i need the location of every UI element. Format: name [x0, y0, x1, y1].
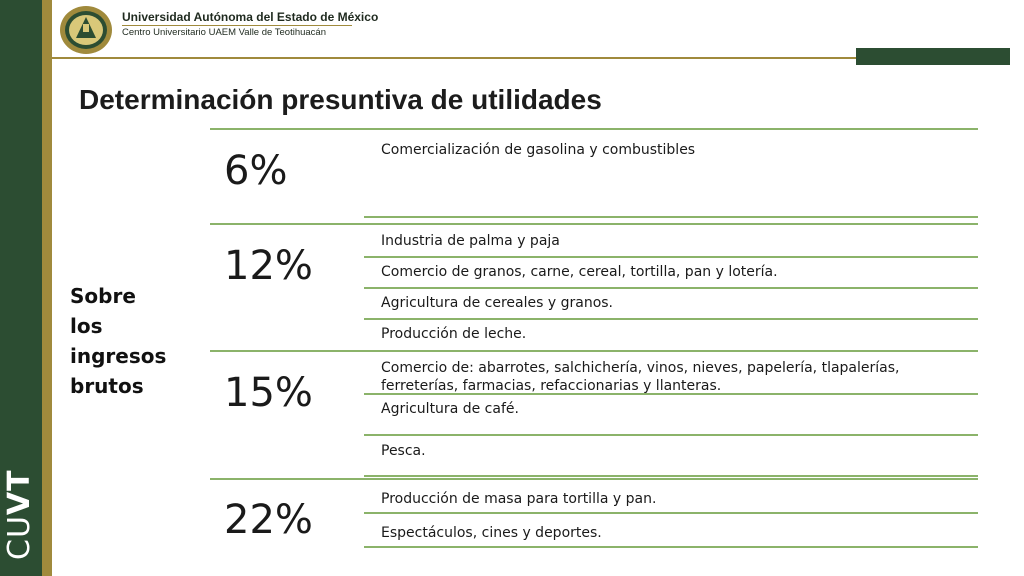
- percent-15: 15%: [224, 370, 313, 416]
- group-divider: [210, 223, 978, 225]
- university-seal-icon: [60, 6, 112, 54]
- sidebar-accent: [42, 0, 52, 576]
- list-item: Comercio de granos, carne, cereal, torti…: [381, 264, 778, 280]
- sidebar-logo-text: CUVT: [2, 469, 37, 560]
- item-divider: [364, 512, 978, 514]
- percent-12: 12%: [224, 243, 313, 289]
- list-item: Industria de palma y paja: [381, 233, 560, 249]
- side-label-line: brutos: [70, 374, 144, 398]
- percent-22: 22%: [224, 497, 313, 543]
- header-divider: [122, 25, 352, 26]
- header-gold-line: [52, 57, 856, 59]
- percent-6: 6%: [224, 148, 288, 194]
- sidebar-text-regular: CU: [2, 515, 37, 560]
- sidebar-text-bold: VT: [2, 469, 37, 516]
- item-divider: [364, 318, 978, 320]
- page-title: Determinación presuntiva de utilidades: [79, 84, 602, 115]
- side-label-line: los: [70, 314, 103, 338]
- item-divider: [364, 287, 978, 289]
- group-divider: [210, 128, 978, 130]
- university-name: Universidad Autónoma del Estado de Méxic…: [122, 10, 379, 24]
- group-divider: [210, 478, 978, 480]
- side-label-line: Sobre: [70, 284, 136, 308]
- item-divider: [364, 216, 978, 218]
- header-green-block: [856, 48, 1010, 65]
- item-divider: [364, 546, 978, 548]
- side-label-line: ingresos: [70, 344, 167, 368]
- list-item: Agricultura de cereales y granos.: [381, 295, 614, 311]
- item-divider: [364, 475, 978, 477]
- list-item: Espectáculos, cines y deportes.: [381, 525, 602, 541]
- list-item: Producción de leche.: [381, 326, 527, 342]
- list-item: Agricultura de café.: [381, 401, 519, 417]
- side-label: Sobre los ingresos brutos: [70, 281, 180, 401]
- list-item: Comercio de: abarrotes, salchichería, vi…: [381, 360, 900, 394]
- sidebar-bar: [0, 0, 42, 576]
- campus-name: Centro Universitario UAEM Valle de Teoti…: [122, 27, 326, 38]
- item-divider: [364, 434, 978, 436]
- list-item: Pesca.: [381, 443, 426, 459]
- item-divider: [364, 393, 978, 395]
- group-divider: [210, 350, 978, 352]
- list-item: Producción de masa para tortilla y pan.: [381, 491, 657, 507]
- item-divider: [364, 256, 978, 258]
- list-item: Comercialización de gasolina y combustib…: [381, 142, 696, 158]
